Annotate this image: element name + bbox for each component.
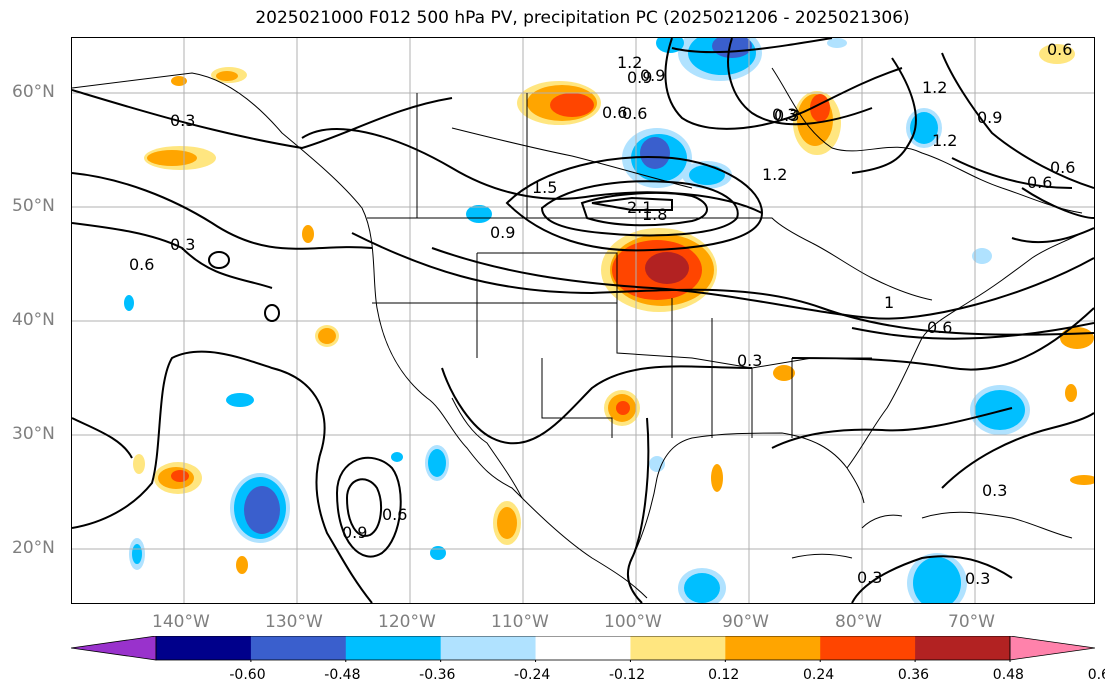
colorbar-extend-high bbox=[1009, 636, 1095, 661]
colorbar-tick-label: -0.60 bbox=[229, 667, 266, 683]
colorbar-tick-label: -0.12 bbox=[608, 667, 646, 683]
lon-label-80w: 80°W bbox=[835, 612, 882, 632]
contour-label: 0.6 bbox=[1050, 158, 1075, 177]
colorbar-tick-label: 0.12 bbox=[708, 667, 740, 683]
lat-label-30n: 30°N bbox=[12, 424, 55, 444]
contour-label: 0.9 bbox=[627, 68, 652, 87]
map-canvas: 1.20.90.60.30.61.20.31.20.90.60.90.31.52… bbox=[72, 38, 1094, 603]
lat-label-50n: 50°N bbox=[12, 196, 55, 216]
map-title: 2025021000 F012 500 hPa PV, precipitatio… bbox=[255, 8, 910, 28]
contour-label: 0.9 bbox=[490, 223, 515, 242]
contour-label: 1.2 bbox=[762, 165, 787, 184]
contour-label: 0.6 bbox=[382, 505, 407, 524]
contour-label: 0.3 bbox=[737, 351, 762, 370]
colorbar-segment bbox=[630, 636, 726, 660]
colorbar-segment bbox=[156, 636, 252, 660]
contour-label: 2.1 bbox=[627, 198, 652, 217]
contour-label: 0.9 bbox=[342, 523, 367, 542]
lon-label-70w: 70°W bbox=[948, 612, 995, 632]
colorbar-segment bbox=[345, 636, 442, 660]
lon-label-110w: 110°W bbox=[491, 612, 549, 632]
colorbar bbox=[71, 636, 1095, 662]
colorbar-tick-label: -0.24 bbox=[514, 667, 551, 683]
contour-label: 1.2 bbox=[922, 78, 947, 97]
lon-label-90w: 90°W bbox=[722, 612, 769, 632]
colorbar-outline bbox=[155, 636, 1011, 661]
colorbar-tick-label: 0.36 bbox=[897, 667, 930, 683]
lon-label-120w: 120°W bbox=[378, 612, 436, 632]
contour-label: 1.8 bbox=[642, 205, 667, 224]
contour-label: 0.3 bbox=[982, 481, 1007, 500]
contour-label: 0.6 bbox=[927, 318, 952, 337]
contour-label: 0.3 bbox=[774, 106, 799, 125]
colorbar-tick-label: -0.36 bbox=[419, 667, 456, 683]
colorbar-tick-label: -0.48 bbox=[324, 667, 361, 683]
lon-label-100w: 100°W bbox=[604, 612, 662, 632]
contour-label: 1.2 bbox=[932, 131, 957, 150]
contour-label: 0.3 bbox=[772, 105, 797, 124]
colorbar-tick-label: 0.48 bbox=[992, 667, 1024, 683]
colorbar-segment bbox=[440, 636, 537, 660]
colorbar-extend-low bbox=[71, 636, 157, 661]
contour-label: 0.6 bbox=[129, 255, 154, 274]
negative-precip-anomalies bbox=[124, 38, 1030, 603]
colorbar-segment bbox=[535, 636, 631, 660]
lat-label-40n: 40°N bbox=[12, 310, 55, 330]
contour-label: 0.9 bbox=[640, 66, 665, 85]
contour-label-layer: 1.20.90.60.30.61.20.31.20.90.60.90.31.52… bbox=[129, 40, 1075, 588]
contour-label: 0.6 bbox=[602, 103, 627, 122]
lat-label-60n: 60°N bbox=[12, 82, 55, 102]
contour-label: 0.3 bbox=[965, 569, 990, 588]
contour-label: 0.6 bbox=[1047, 40, 1072, 59]
contour-label: 0.3 bbox=[170, 111, 195, 130]
coastlines bbox=[72, 67, 1083, 599]
colorbar-tick-label: 0.60 bbox=[1087, 667, 1105, 683]
lon-label-140w: 140°W bbox=[152, 612, 210, 632]
colorbar-tick-label: 0.24 bbox=[803, 667, 835, 683]
contour-label: 1 bbox=[884, 293, 894, 312]
colorbar-segment bbox=[820, 636, 916, 660]
contour-label: 0.6 bbox=[1027, 173, 1052, 192]
pv-contours bbox=[72, 38, 1094, 603]
contour-label: 1.5 bbox=[532, 178, 557, 197]
positive-precip-anomalies bbox=[133, 44, 1094, 574]
colorbar-segment bbox=[915, 636, 1011, 660]
contour-label: 0.9 bbox=[977, 108, 1002, 127]
contour-label: 1.2 bbox=[617, 53, 642, 72]
lat-label-20n: 20°N bbox=[12, 538, 55, 558]
contour-label: 0.3 bbox=[170, 235, 195, 254]
map-panel: 1.20.90.60.30.61.20.31.20.90.60.90.31.52… bbox=[71, 37, 1095, 604]
colorbar-segment bbox=[725, 636, 821, 660]
colorbar-segment bbox=[250, 636, 347, 660]
lon-label-130w: 130°W bbox=[265, 612, 323, 632]
contour-label: 0.6 bbox=[622, 104, 647, 123]
contour-label: 0.3 bbox=[857, 568, 882, 587]
